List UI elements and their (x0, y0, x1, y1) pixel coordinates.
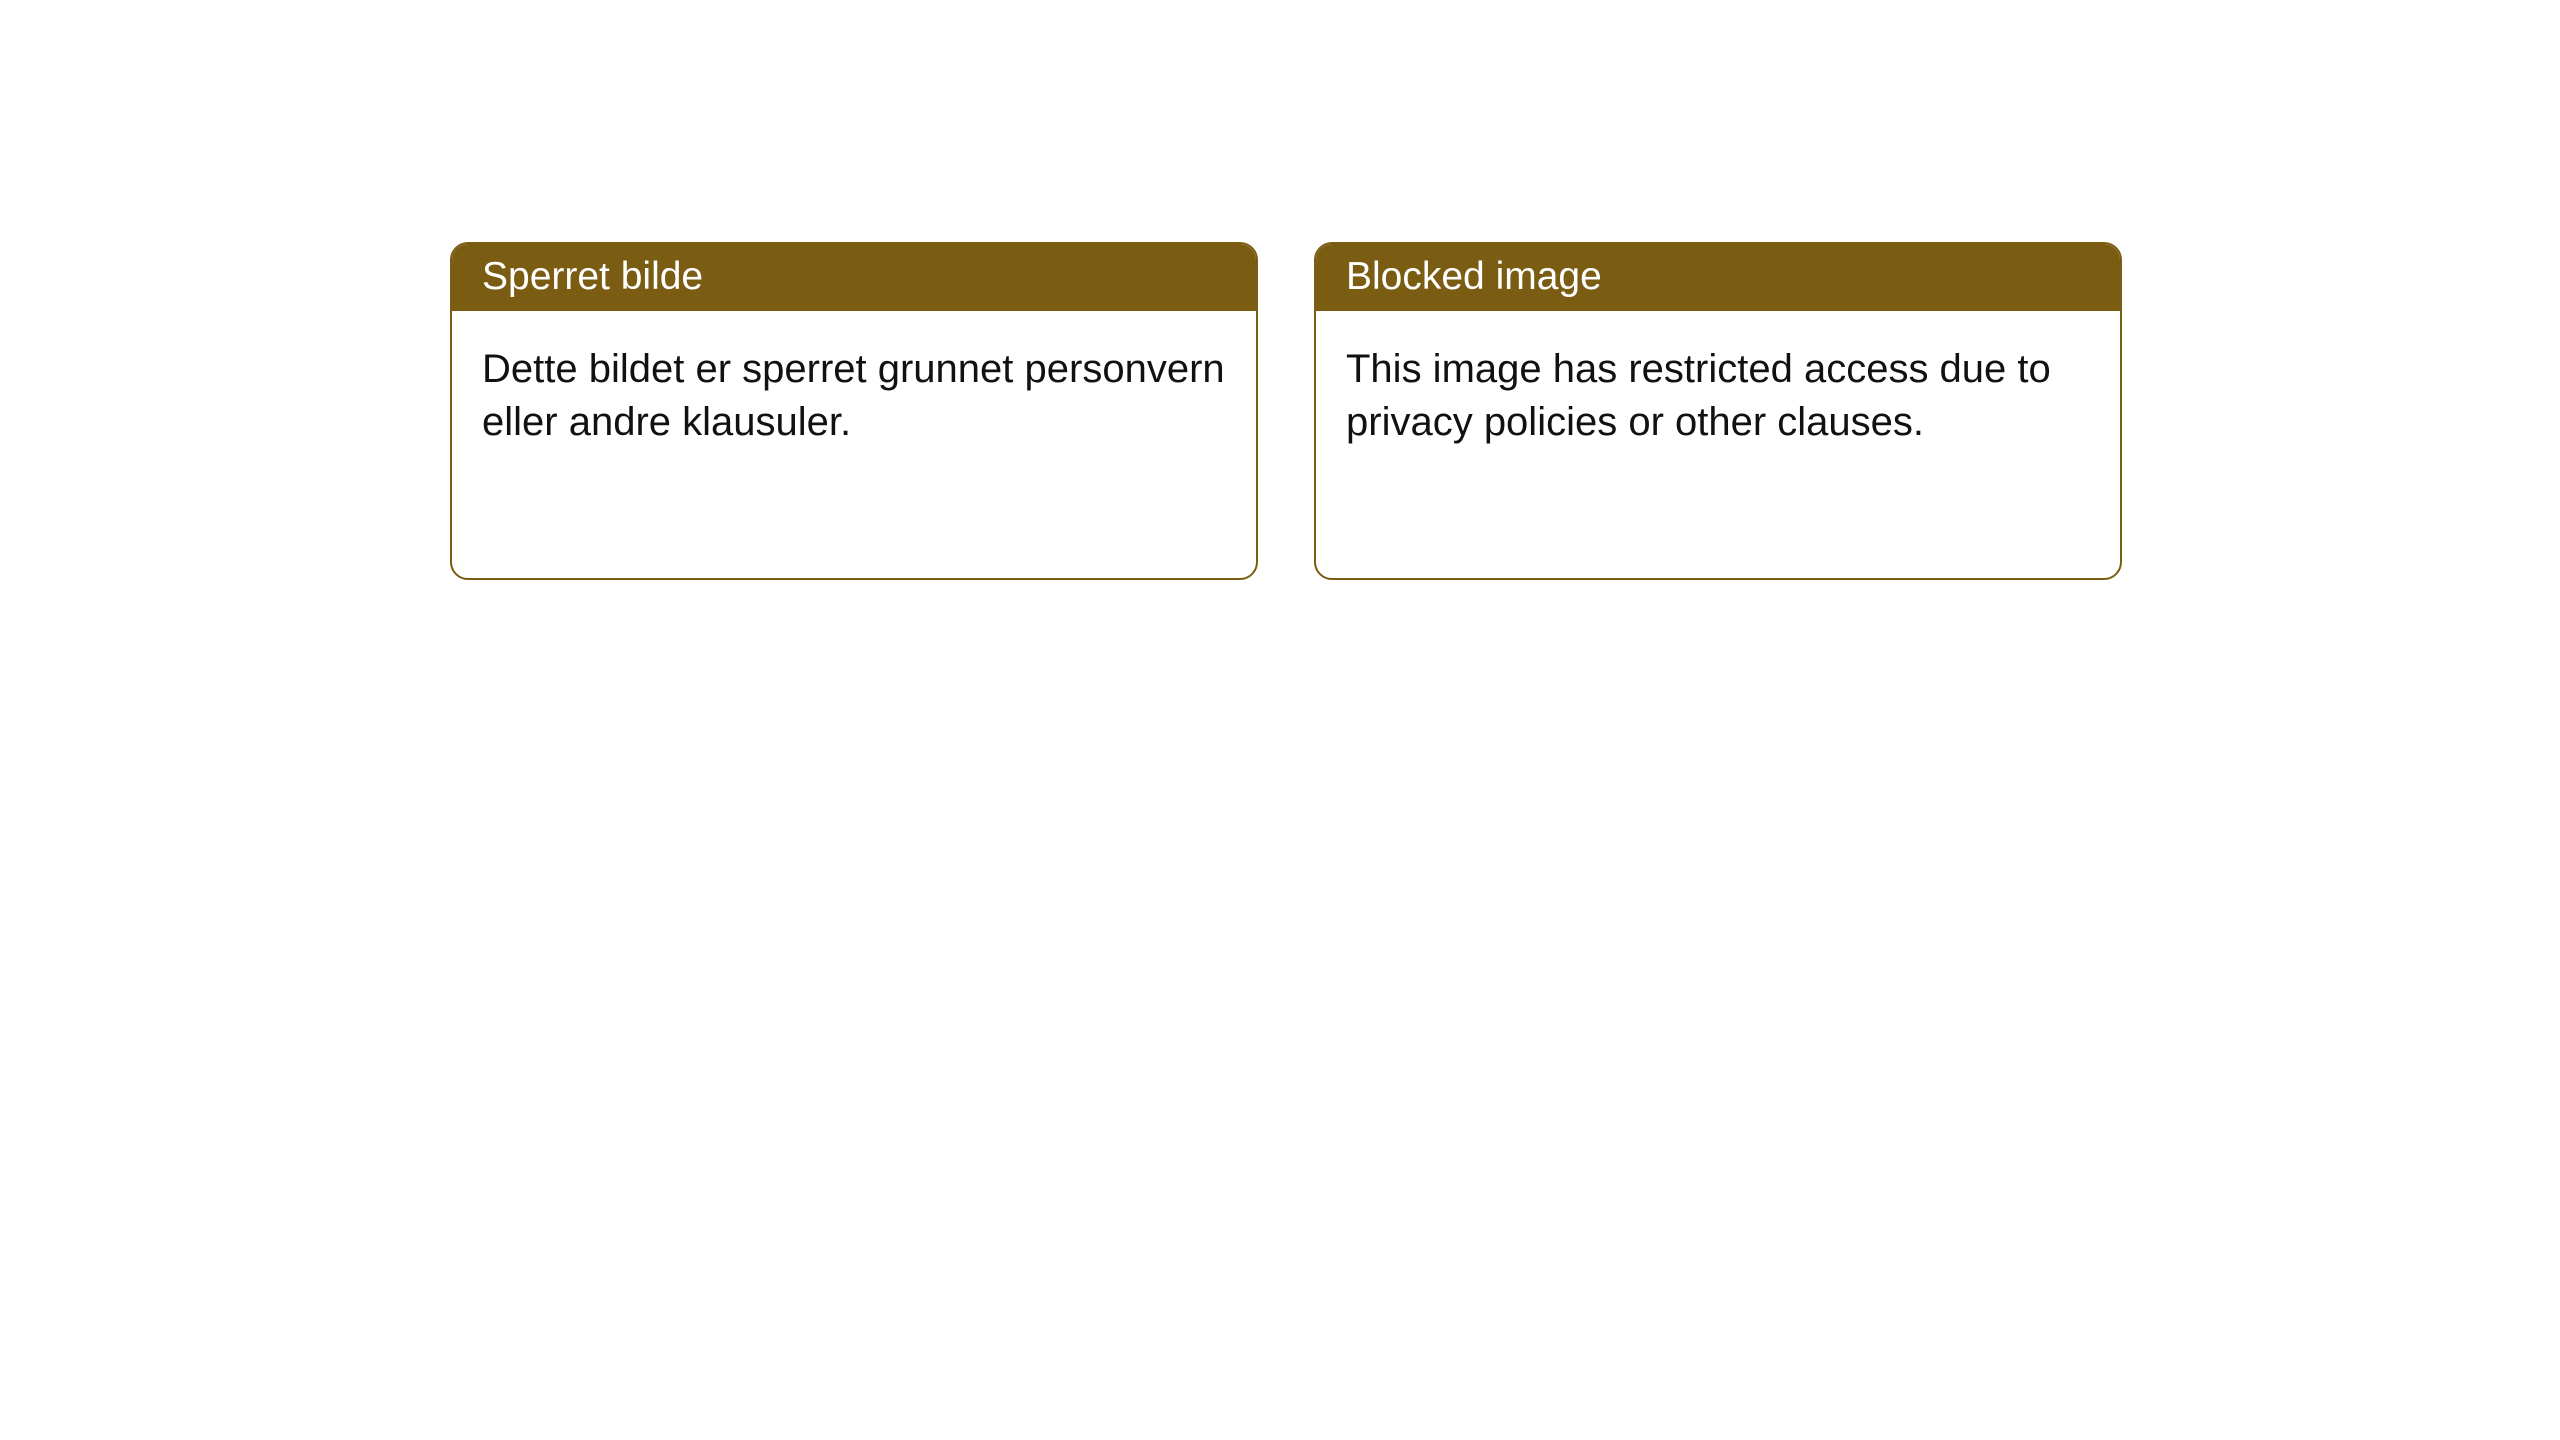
notice-card-norwegian: Sperret bilde Dette bildet er sperret gr… (450, 242, 1258, 580)
notice-container: Sperret bilde Dette bildet er sperret gr… (450, 242, 2122, 580)
notice-card-english: Blocked image This image has restricted … (1314, 242, 2122, 580)
notice-body-norwegian: Dette bildet er sperret grunnet personve… (452, 311, 1256, 481)
notice-body-english: This image has restricted access due to … (1316, 311, 2120, 481)
notice-title-norwegian: Sperret bilde (452, 244, 1256, 311)
notice-title-english: Blocked image (1316, 244, 2120, 311)
